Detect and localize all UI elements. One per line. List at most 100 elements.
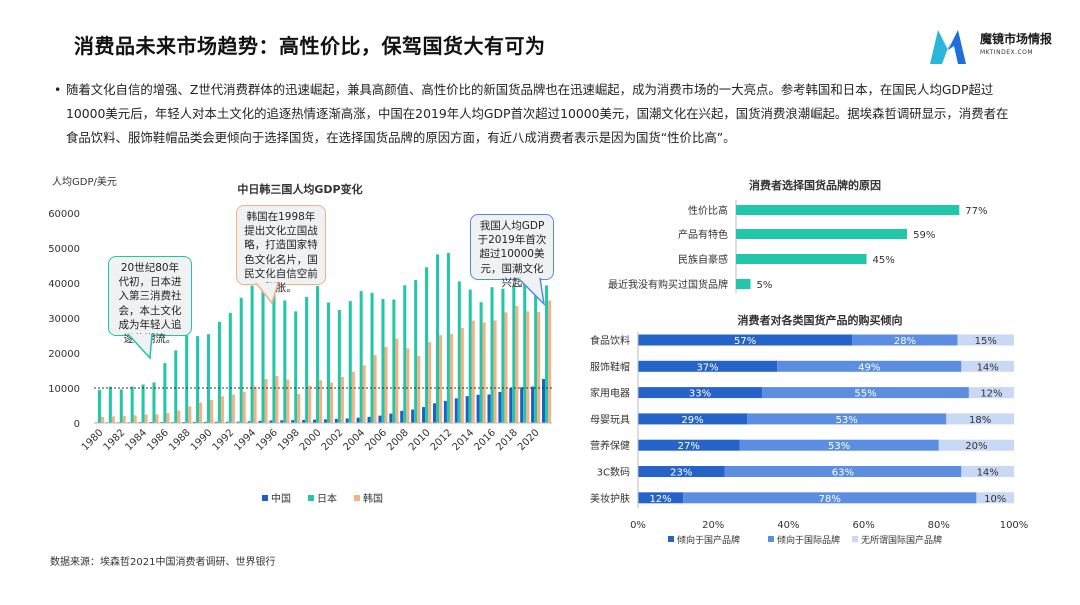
stack-bar-segment [638,413,748,425]
gdp-xtick: 2000 [298,427,324,453]
gdp-bar-china [345,418,349,423]
gdp-bar-china [509,388,513,423]
stack-value-label: 20% [965,441,987,452]
gdp-bar-japan [490,287,494,423]
gdp-bar-korea [340,376,344,423]
gdp-bar-japan [217,321,221,423]
gdp-bar-korea [417,355,421,423]
gdp-bar-korea [286,379,290,423]
stack-xtick: 40% [777,520,799,531]
stack-value-label: 23% [670,468,692,479]
gdp-bar-korea [537,311,541,423]
gdp-bar-china [225,421,229,423]
reason-category-label: 最近我没有购买过国货品牌 [608,278,728,291]
gdp-bar-korea [504,312,508,423]
stack-bar-segment [762,387,969,399]
stack-xtick: 0% [630,520,646,531]
gdp-legend-swatch [308,495,314,501]
summary-bullet: • 随着文化自信的增强、Z世代消费群体的迅速崛起，兼具高颜值、高性价比的新国货品… [54,78,1014,150]
gdp-bar-japan [534,283,538,423]
stack-category-label: 家用电器 [590,387,630,400]
gdp-xtick: 1984 [123,427,149,453]
gdp-bar-china [443,400,447,423]
gdp-bar-china [214,421,218,423]
gdp-bar-china [193,421,197,423]
gdp-bar-japan [348,301,352,423]
stack-value-label: 27% [678,441,700,452]
gdp-bar-japan [261,270,265,423]
gdp-bar-china [487,394,491,423]
stack-category-label: 食品饮料 [590,334,630,347]
gdp-bar-china [498,391,502,423]
gdp-bar-china [476,394,480,423]
gdp-bar-korea [275,376,279,423]
callout-china: 我国人均GDP 于2019年首次 超过10000美 元，国潮文化 兴起 [470,214,554,289]
reason-value-label: 77% [965,206,987,217]
stack-xtick: 80% [928,520,950,531]
stack-title: 消费者对各类国货产品的购买倾向 [738,313,903,327]
gdp-xtick: 1990 [189,427,215,453]
reason-value-label: 45% [873,255,895,266]
stack-value-label: 37% [696,362,718,373]
stack-value-label: 10% [984,494,1006,505]
gdp-ylabel: 人均GDP/美元 [52,175,117,188]
stack-value-label: 14% [977,362,999,373]
gdp-bar-korea [100,416,104,423]
stack-legend-swatch [852,536,858,542]
gdp-bar-china [291,420,295,423]
gdp-bar-china [411,409,415,423]
stack-bar-segment [961,360,1014,372]
gdp-xtick: 2006 [363,427,389,453]
gdp-ytick: 60000 [48,209,80,220]
gdp-bar-china [334,418,338,423]
callout-korea-pointer [255,283,279,305]
gdp-bar-japan [359,291,363,423]
gdp-bar-china [400,410,404,423]
gdp-bar-japan [446,252,450,423]
gdp-bar-japan [119,389,123,423]
gdp-legend-label: 韩国 [363,492,383,505]
gdp-xtick: 2018 [494,427,520,453]
gdp-bar-korea [373,355,377,423]
stack-legend-swatch [668,536,674,542]
logo: 魔镜市场情报 MKTINDEX.COM [928,26,1058,66]
gdp-bar-korea [515,305,519,423]
gdp-bar-korea [449,333,453,423]
gdp-bar-korea [253,386,257,423]
stack-chart: 消费者对各类国货产品的购买倾向 食品饮料 57% 28% 15% 服饰鞋帽 37% 49% 1… [590,313,1028,546]
stack-bar-segment [938,439,1014,451]
gdp-bar-japan [512,285,516,423]
stack-value-label: 53% [836,415,858,426]
gdp-chart: 人均GDP/美元 中日韩三国人均GDP变化 60000 50000 40000 300… [48,175,552,505]
gdp-bar-china [356,417,360,423]
gdp-bar-korea [133,415,137,423]
gdp-bar-japan [392,299,396,423]
gdp-bar-china [302,419,306,423]
gdp-bar-korea [439,335,443,423]
stack-bar-segment [946,413,1014,425]
gdp-bar-china [313,419,317,423]
gdp-bar-japan [337,309,341,423]
gdp-bar-japan [206,334,211,423]
mk-logo-icon [930,30,966,64]
stack-value-label: 78% [819,494,841,505]
gdp-bar-china [432,403,436,423]
gdp-ytick: 20000 [48,349,80,360]
gdp-bar-china [389,413,393,423]
stack-xtick: 20% [702,520,724,531]
gdp-bar-korea [188,406,192,423]
gdp-bar-korea [122,416,126,423]
gdp-xtick: 1994 [232,427,258,453]
gdp-xtick: 2016 [472,427,498,453]
reason-value-label: 59% [913,230,935,241]
gdp-bar-china [542,379,546,423]
gdp-bar-japan [305,296,309,423]
stack-category-label: 3C数码 [597,466,630,479]
gdp-bar-korea [428,342,432,423]
stack-bar-segment [739,439,939,451]
gdp-xtick: 1992 [211,427,237,453]
stack-legend-label: 倾向于国产品牌 [677,534,740,546]
gdp-ytick: 50000 [48,244,80,255]
stack-value-label: 18% [969,415,991,426]
gdp-bar-china [531,386,535,423]
